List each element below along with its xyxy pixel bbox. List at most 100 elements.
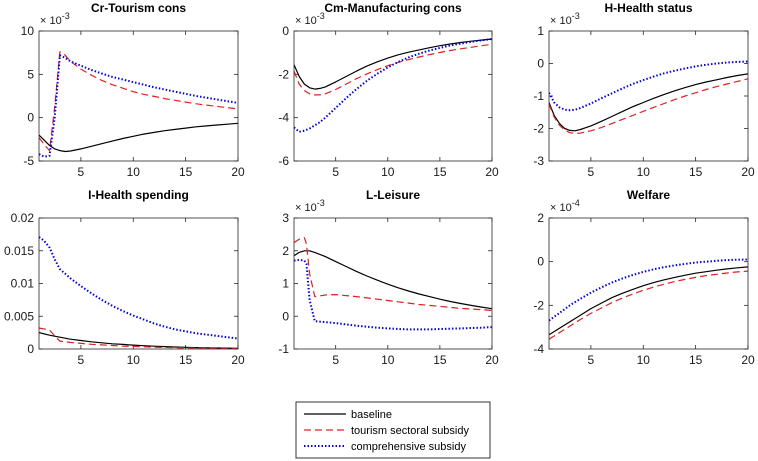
subplot-1: Cr-Tourism cons × 10-3 5 10 15 20 10 5 0 -5 <box>21 1 245 179</box>
y-tick-label: 0.02 <box>11 211 35 225</box>
legend-label-baseline: baseline <box>351 409 392 421</box>
series-line-baseline <box>294 250 492 310</box>
x-tick-label: 20 <box>485 165 499 179</box>
plot-frame <box>293 30 493 162</box>
y-tick-label: 0 <box>27 111 34 125</box>
x-tick-label: 20 <box>231 165 245 179</box>
y-tick-label: 0.005 <box>4 309 34 323</box>
x-tick-label: 5 <box>332 165 339 179</box>
plot-area <box>39 218 238 349</box>
series-line-tourism-sectoral-subsidy <box>549 78 748 134</box>
subplot-2: Cm-Manufacturing cons× 10-3 5 10 15 20 0 -2 -4 -… <box>278 1 499 179</box>
plot-frame <box>548 217 749 350</box>
x-tick-label: 20 <box>485 353 499 367</box>
subplot-title: L-Leisure <box>366 188 420 202</box>
y-tick-label: 0 <box>537 57 544 71</box>
series-line-tourism-sectoral-subsidy <box>39 51 238 152</box>
legend-label-tourism: tourism sectoral subsidy <box>351 425 469 437</box>
x-tick-label: 10 <box>127 353 141 367</box>
x-tick-label: 15 <box>689 353 703 367</box>
y-tick-label: 0.01 <box>11 277 35 291</box>
x-tick-label: 5 <box>78 353 85 367</box>
y-tick-label: -4 <box>533 342 544 356</box>
x-tick-label: 10 <box>381 353 395 367</box>
series-line-comprehensive-subsidy <box>39 236 238 340</box>
plot-area <box>549 218 748 349</box>
y-tick-label: 10 <box>21 24 35 38</box>
y-tick-label: 0 <box>537 255 544 269</box>
series-group <box>549 258 748 340</box>
y-tick-label: 0 <box>27 342 34 356</box>
axis-exponent: × 10-3 <box>40 11 70 27</box>
y-tick-label: -2 <box>533 298 544 312</box>
x-tick-label: 15 <box>179 165 193 179</box>
series-line-comprehensive-subsidy <box>39 54 238 158</box>
x-tick-label: 5 <box>78 165 85 179</box>
y-tick-label: -1 <box>278 342 289 356</box>
series-line-baseline <box>549 266 748 336</box>
series-line-comprehensive-subsidy <box>294 38 492 133</box>
x-tick-label: 5 <box>588 165 595 179</box>
x-tick-label: 20 <box>741 165 755 179</box>
plot-area <box>294 218 492 349</box>
axis-exponent: × 10-3 <box>295 198 325 214</box>
plot-frame <box>548 30 749 162</box>
y-tick-label: 0 <box>282 309 289 323</box>
plot-frame <box>293 217 493 350</box>
legend: baseline tourism sectoral subsidy compre… <box>295 401 491 459</box>
x-tick-label: 5 <box>332 353 339 367</box>
series-group <box>39 236 238 349</box>
y-tick-label: 3 <box>282 211 289 225</box>
subplot-title: H-Health status <box>604 1 692 15</box>
y-tick-label: 2 <box>537 211 544 225</box>
x-tick-label: 10 <box>637 353 651 367</box>
y-tick-label: 0 <box>282 24 289 38</box>
axis-exponent: × 10-4 <box>550 198 580 214</box>
subplot-title: Cr-Tourism cons <box>91 1 186 15</box>
plot-area <box>549 31 748 161</box>
y-tick-label: -5 <box>23 154 34 168</box>
plot-frame <box>38 30 239 162</box>
series-group <box>294 38 492 133</box>
series-line-tourism-sectoral-subsidy <box>39 327 238 349</box>
y-tick-label: 5 <box>27 67 34 81</box>
axis-exponent: × 10-3 <box>550 11 580 27</box>
x-tick-label: 20 <box>741 353 755 367</box>
x-tick-label: 20 <box>231 353 245 367</box>
series-line-tourism-sectoral-subsidy <box>294 43 492 96</box>
y-tick-label: 2 <box>282 244 289 258</box>
y-tick-label: -2 <box>278 67 289 81</box>
x-tick-label: 5 <box>588 353 595 367</box>
series-group <box>549 60 748 134</box>
series-line-baseline <box>549 73 748 132</box>
x-tick-label: 15 <box>433 353 447 367</box>
x-tick-label: 10 <box>127 165 141 179</box>
plot-frame <box>38 217 239 350</box>
x-tick-label: 15 <box>179 353 193 367</box>
series-group <box>39 51 238 158</box>
y-tick-label: -3 <box>533 154 544 168</box>
series-line-baseline <box>294 38 492 90</box>
subplot-title: Welfare <box>627 188 670 202</box>
series-line-tourism-sectoral-subsidy <box>294 237 492 311</box>
plot-area <box>294 31 492 161</box>
series-line-baseline <box>39 122 238 153</box>
series-line-comprehensive-subsidy <box>549 258 748 322</box>
plot-area <box>39 31 238 161</box>
y-tick-label: 1 <box>537 24 544 38</box>
y-tick-label: -6 <box>278 154 289 168</box>
x-tick-label: 15 <box>689 165 703 179</box>
y-tick-label: -2 <box>533 122 544 136</box>
x-tick-label: 10 <box>381 165 395 179</box>
y-tick-label: 0.015 <box>4 244 34 258</box>
series-line-tourism-sectoral-subsidy <box>549 270 748 340</box>
subplot-title: I-Health spending <box>88 188 189 202</box>
subplot-title: Cm-Manufacturing cons <box>324 1 462 15</box>
legend-label-comprehensive: comprehensive subsidy <box>351 441 466 453</box>
x-tick-label: 10 <box>637 165 651 179</box>
y-tick-label: -1 <box>533 89 544 103</box>
